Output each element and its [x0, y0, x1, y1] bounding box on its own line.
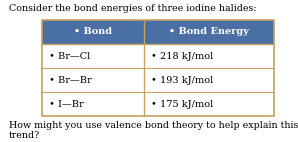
Bar — [42, 92, 274, 116]
Bar — [42, 20, 274, 116]
Text: • 175 kJ/mol: • 175 kJ/mol — [151, 100, 214, 109]
Text: • 193 kJ/mol: • 193 kJ/mol — [151, 76, 214, 85]
Text: • Bond Energy: • Bond Energy — [169, 27, 249, 36]
Text: • Br—Br: • Br—Br — [49, 76, 92, 85]
Text: • Bond: • Bond — [74, 27, 112, 36]
Text: • I—Br: • I—Br — [49, 100, 84, 109]
Bar — [42, 68, 274, 92]
Text: • Br—Cl: • Br—Cl — [49, 52, 90, 61]
Bar — [42, 44, 274, 68]
Text: • 218 kJ/mol: • 218 kJ/mol — [151, 52, 214, 61]
Text: How might you use valence bond theory to help explain this
trend?: How might you use valence bond theory to… — [9, 121, 298, 140]
Bar — [42, 20, 274, 44]
Text: Consider the bond energies of three iodine halides:: Consider the bond energies of three iodi… — [9, 4, 257, 13]
